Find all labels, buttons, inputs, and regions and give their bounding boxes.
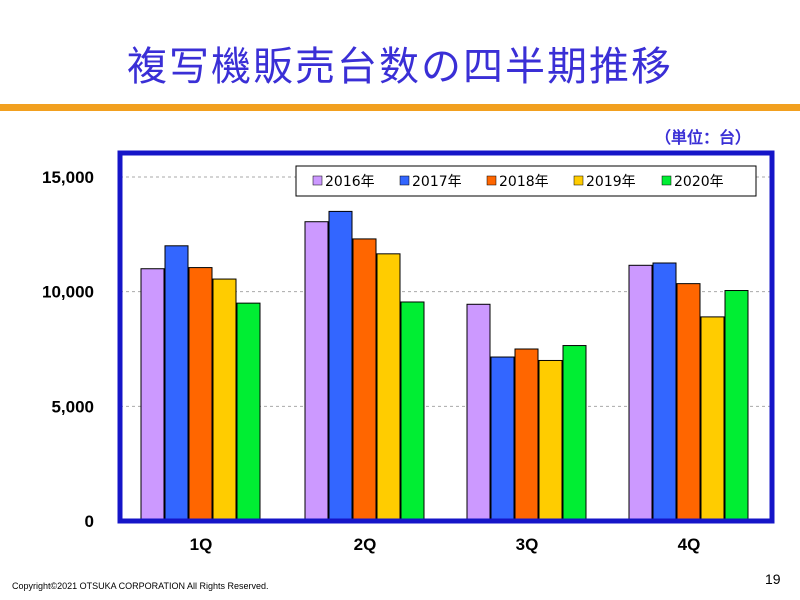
y-axis-ticks: 0 5,000 10,000 15,000 bbox=[42, 168, 94, 531]
legend-label: 2018年 bbox=[499, 174, 549, 190]
bar bbox=[490, 356, 515, 522]
bar-group-3Q bbox=[466, 303, 587, 522]
page-title: 複写機販売台数の四半期推移 bbox=[127, 44, 673, 90]
bar-group-1Q bbox=[140, 245, 261, 522]
bar bbox=[328, 210, 353, 522]
legend-swatch bbox=[486, 175, 497, 186]
bar bbox=[140, 268, 165, 522]
bar bbox=[188, 267, 213, 522]
y-tick-label: 15,000 bbox=[42, 168, 94, 187]
plot-frame bbox=[117, 150, 775, 524]
legend-box bbox=[295, 165, 757, 197]
legend-swatch bbox=[573, 175, 584, 186]
bar bbox=[352, 238, 377, 522]
bar bbox=[400, 301, 425, 522]
x-tick-label: 4Q bbox=[678, 535, 701, 554]
bar bbox=[466, 303, 491, 522]
legend-swatch bbox=[661, 175, 672, 186]
bar bbox=[514, 348, 539, 522]
bar-groups bbox=[140, 210, 749, 522]
bar bbox=[164, 245, 189, 522]
legend-swatch bbox=[399, 175, 410, 186]
bar bbox=[376, 253, 401, 522]
x-tick-label: 2Q bbox=[354, 535, 377, 554]
copyright-text: Copyright©2021 OTSUKA CORPORATION All Ri… bbox=[12, 581, 269, 591]
legend-label: 2020年 bbox=[674, 174, 724, 190]
bar bbox=[562, 345, 587, 522]
bar bbox=[304, 221, 329, 522]
bar bbox=[628, 264, 653, 522]
bar bbox=[538, 359, 563, 522]
y-tick-label: 0 bbox=[85, 512, 94, 531]
bar bbox=[724, 290, 749, 522]
bar bbox=[236, 302, 261, 522]
x-axis-ticks: 1Q 2Q 3Q 4Q bbox=[190, 535, 701, 554]
x-tick-label: 1Q bbox=[190, 535, 213, 554]
legend-label: 2019年 bbox=[586, 174, 636, 190]
bar-group-2Q bbox=[304, 210, 425, 522]
bar bbox=[676, 283, 701, 522]
x-tick-label: 3Q bbox=[516, 535, 539, 554]
bar bbox=[212, 278, 237, 522]
y-tick-label: 5,000 bbox=[51, 397, 94, 416]
legend-label: 2016年 bbox=[325, 174, 375, 190]
bar bbox=[652, 262, 677, 522]
page-number: 19 bbox=[765, 571, 781, 587]
bar bbox=[700, 316, 725, 522]
legend: 2016年 2017年 2018年 2019年 2020年 bbox=[295, 165, 757, 197]
accent-divider bbox=[0, 104, 800, 111]
y-tick-label: 10,000 bbox=[42, 283, 94, 302]
bar-group-4Q bbox=[628, 262, 749, 522]
legend-swatch bbox=[312, 175, 323, 186]
legend-label: 2017年 bbox=[412, 174, 462, 190]
unit-label: （単位：台） bbox=[655, 128, 752, 147]
